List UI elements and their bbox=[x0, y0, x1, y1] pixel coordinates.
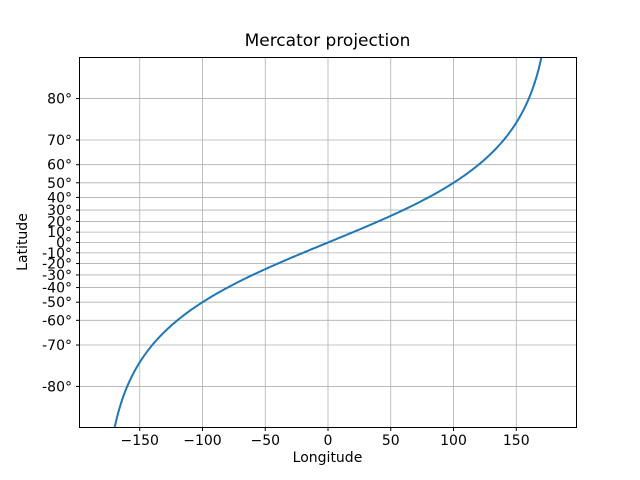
y-axis-label: Latitude bbox=[15, 213, 31, 271]
y-tick-label: 40° bbox=[47, 190, 72, 206]
y-tick-label: 20° bbox=[47, 214, 72, 230]
y-tick-label: -40° bbox=[42, 281, 72, 297]
x-tick-label: −100 bbox=[183, 433, 221, 449]
x-tick-label: 0 bbox=[324, 433, 333, 449]
y-tick-label: 70° bbox=[47, 133, 72, 149]
tick-marks bbox=[76, 98, 517, 431]
y-tick-label: -30° bbox=[42, 268, 72, 284]
y-tick-label: 0° bbox=[56, 236, 72, 252]
tick-labels: −150 −100 −50 0 50 100 150 80° 70° 60° 50°40°30°20… bbox=[42, 92, 529, 449]
grid-lines bbox=[79, 57, 577, 428]
chart-title: Mercator projection bbox=[244, 31, 411, 51]
x-tick-label: −50 bbox=[250, 433, 280, 449]
x-tick-label: −150 bbox=[121, 433, 159, 449]
y-tick-label: -60° bbox=[42, 313, 72, 329]
x-tick-label: 50 bbox=[382, 433, 400, 449]
y-tick-label: 10° bbox=[47, 225, 72, 241]
x-tick-label: 150 bbox=[503, 433, 530, 449]
y-tick-label: 80° bbox=[47, 92, 72, 108]
y-tick-label: 30° bbox=[47, 203, 72, 219]
y-tick-label: 50° bbox=[47, 176, 72, 192]
y-tick-label: -20° bbox=[42, 257, 72, 273]
y-tick-label: -50° bbox=[42, 295, 72, 311]
data-line bbox=[113, 57, 543, 428]
y-tick-label: -10° bbox=[42, 246, 72, 262]
y-tick-label: 60° bbox=[47, 158, 72, 174]
x-axis-label: Longitude bbox=[292, 450, 363, 466]
y-tick-label: -70° bbox=[42, 338, 72, 354]
y-tick-label: -80° bbox=[42, 379, 72, 395]
x-tick-label: 100 bbox=[440, 433, 467, 449]
